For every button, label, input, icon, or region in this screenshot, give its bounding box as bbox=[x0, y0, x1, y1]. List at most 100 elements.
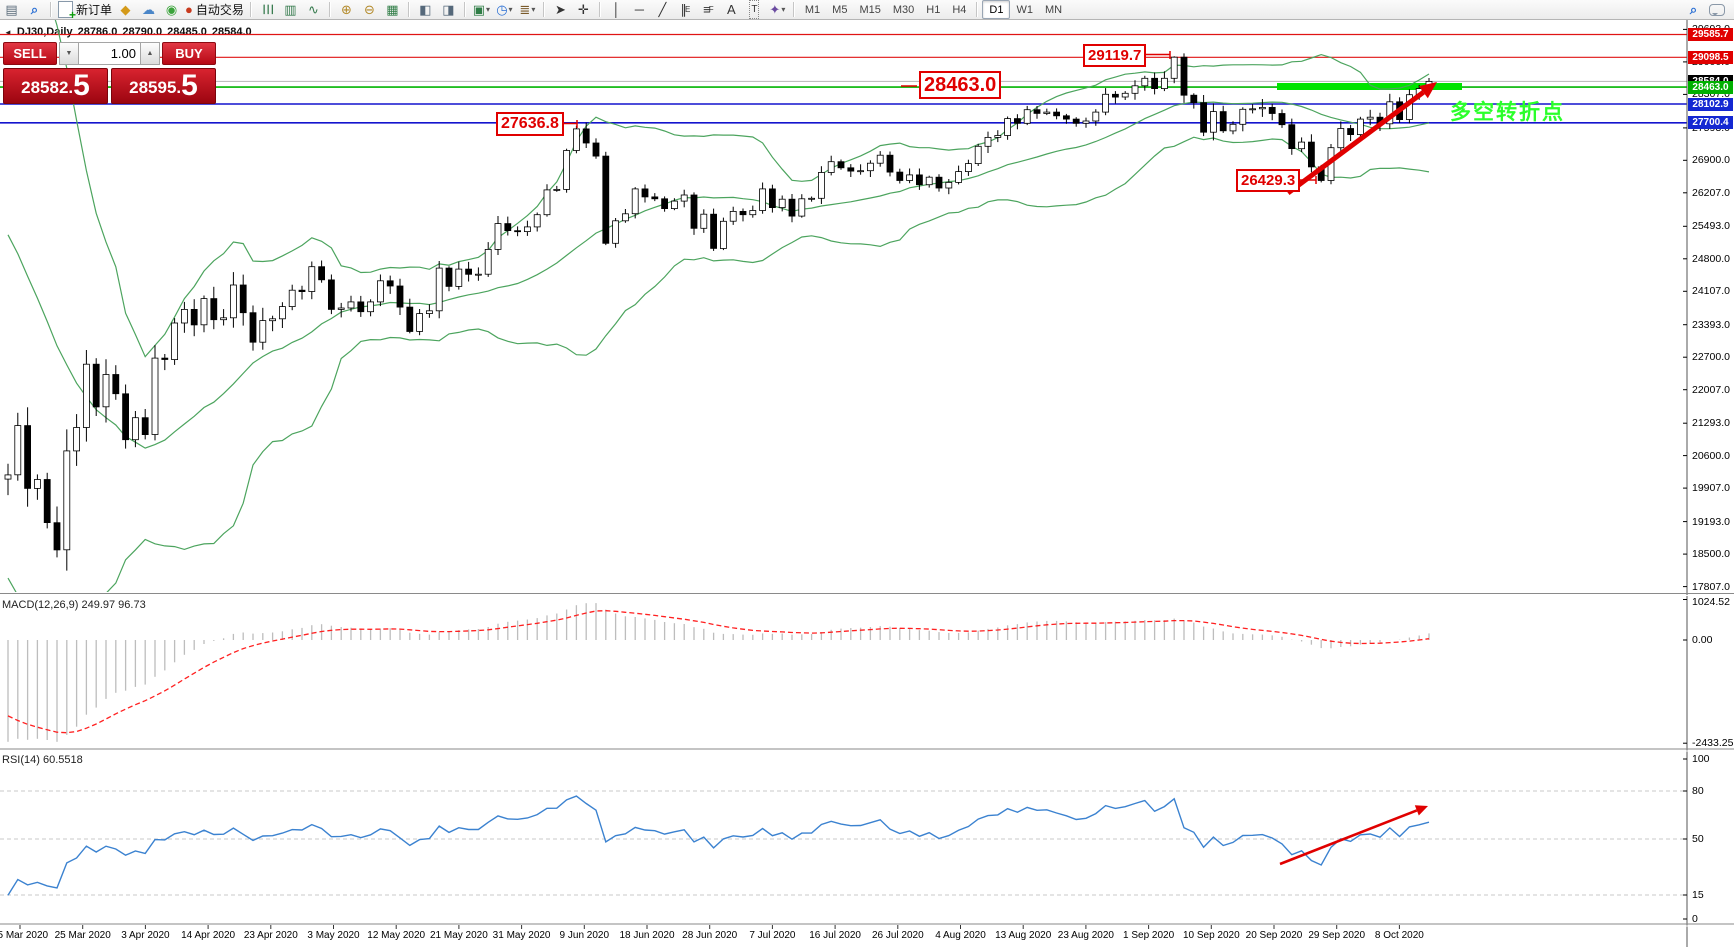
text-label-tool[interactable]: T bbox=[743, 0, 766, 19]
chevron-down-icon: ▾ bbox=[781, 5, 786, 14]
time-axis-label: 14 Apr 2020 bbox=[181, 930, 236, 941]
sell-price-display[interactable]: 28582. 5 bbox=[3, 68, 108, 104]
price-annotation-label[interactable]: 26429.3 bbox=[1236, 169, 1301, 192]
toolbar-separator bbox=[50, 2, 52, 17]
volume-decrease-button[interactable]: ▼ bbox=[59, 42, 79, 65]
toolbar-separator bbox=[407, 2, 410, 17]
sell-button[interactable]: SELL bbox=[3, 42, 57, 65]
timeframe-m15[interactable]: M15 bbox=[859, 3, 881, 16]
line-chart-icon[interactable]: ∿ bbox=[307, 2, 319, 17]
channel-tool[interactable]: ∥ E bbox=[680, 2, 691, 17]
collapse-marker-icon: ◄ bbox=[4, 27, 12, 37]
candlesticks bbox=[4, 53, 1433, 571]
price-annotation-label[interactable]: 28463.0 bbox=[919, 71, 1002, 99]
virtual-hosting-icon[interactable]: ☁ bbox=[142, 2, 156, 17]
buy-price-display[interactable]: 28595. 5 bbox=[111, 68, 216, 104]
candlestick-chart-icon[interactable]: ▥ bbox=[284, 2, 297, 17]
volume-increase-button[interactable]: ▲ bbox=[140, 42, 160, 65]
timeframe-mn[interactable]: MN bbox=[1044, 3, 1063, 16]
timeframe-m30[interactable]: M30 bbox=[892, 3, 915, 16]
time-axis-label: 31 May 2020 bbox=[492, 930, 551, 941]
macd-axis-tick-label: 1024.52 bbox=[1692, 596, 1730, 608]
metaeditor-icon[interactable]: ◆ bbox=[120, 2, 131, 17]
horizontal-line-tool[interactable]: ─ bbox=[634, 2, 644, 17]
profiles-button[interactable]: ◷ ▾ bbox=[496, 2, 513, 17]
time-axis-label: 4 Aug 2020 bbox=[935, 930, 986, 941]
toolbar-separator bbox=[976, 2, 979, 17]
time-axis-label: 23 Apr 2020 bbox=[243, 930, 298, 941]
time-axis-label: 7 Jul 2020 bbox=[749, 930, 796, 941]
time-axis-label: 13 Aug 2020 bbox=[995, 930, 1052, 941]
time-axis-label: 15 Mar 2020 bbox=[0, 930, 49, 941]
timeframe-d1[interactable]: D1 bbox=[982, 0, 1011, 19]
turning-point-annotation[interactable]: 多空转折点 bbox=[1450, 101, 1565, 124]
bollinger-bands bbox=[7, 20, 1430, 592]
time-axis-label: 9 Jun 2020 bbox=[559, 930, 610, 941]
price-axis-badge: 29098.5 bbox=[1688, 50, 1733, 64]
new-order-button[interactable]: 新订单 bbox=[56, 1, 114, 22]
horizontal-level-lines bbox=[0, 33, 1687, 124]
toolbar-separator bbox=[463, 2, 466, 17]
buy-button[interactable]: BUY bbox=[162, 42, 216, 65]
cursor-tool[interactable]: ➤ bbox=[554, 2, 566, 17]
zoom-in-icon[interactable]: ⊕ bbox=[340, 2, 352, 17]
new-chart-button[interactable]: ▣ ▾ bbox=[472, 2, 491, 17]
timeframe-h4[interactable]: H4 bbox=[952, 3, 967, 16]
volume-stepper: ▼ 1.00 ▲ bbox=[59, 42, 160, 65]
price-axis-tick-label: 24107.0 bbox=[1692, 285, 1730, 298]
charts-list-icon[interactable]: ▤ bbox=[5, 2, 18, 17]
price-axis-tick-label: 23393.0 bbox=[1692, 318, 1730, 331]
community-chat-icon[interactable] bbox=[1705, 1, 1728, 18]
text-tool[interactable]: A bbox=[727, 2, 736, 17]
price-annotation-label[interactable]: 27636.8 bbox=[496, 112, 564, 136]
macd-axis-tick-label: -2433.25 bbox=[1692, 737, 1734, 750]
time-axis-label: 10 Sep 2020 bbox=[1182, 930, 1240, 941]
autotrading-button[interactable]: ● 自动交易 bbox=[183, 1, 246, 18]
toolbar-separator bbox=[542, 2, 545, 17]
tile-windows-icon[interactable]: ▦ bbox=[386, 2, 399, 17]
one-click-trading-panel: SELL ▼ 1.00 ▲ BUY 28582. 5 28595. 5 bbox=[3, 42, 216, 104]
market-watch-icon[interactable]: ⌕ bbox=[30, 2, 39, 17]
rsi-level-lines bbox=[0, 790, 1687, 896]
macd-label: MACD(12,26,9) 249.97 96.73 bbox=[2, 599, 146, 611]
timeframe-group: M1 M5 M15 M30 H1 H4 D1 W1 MN bbox=[799, 0, 1068, 19]
toolbar-separator bbox=[792, 2, 795, 17]
time-axis-label: 3 May 2020 bbox=[307, 930, 360, 941]
crosshair-tool[interactable]: ✛ bbox=[577, 2, 589, 17]
timeframe-h1[interactable]: H1 bbox=[926, 3, 941, 16]
toolbar-separator bbox=[598, 2, 601, 17]
timeframe-m1[interactable]: M1 bbox=[804, 3, 821, 16]
arrows-tool[interactable]: ✦ ▾ bbox=[769, 2, 786, 17]
chevron-down-icon: ▾ bbox=[508, 5, 513, 14]
chevron-down-icon: ▾ bbox=[486, 5, 491, 14]
rsi-axis-tick-label: 0 bbox=[1692, 913, 1698, 925]
green-zone-bar bbox=[1277, 83, 1462, 90]
fibonacci-tool[interactable]: ≡ F bbox=[703, 2, 714, 17]
price-axis-tick-label: 26207.0 bbox=[1692, 186, 1730, 199]
autotrading-label: 自动交易 bbox=[195, 3, 244, 17]
indicators-button[interactable]: ≣ ▾ bbox=[519, 2, 536, 17]
price-annotation-label[interactable]: 29119.7 bbox=[1083, 44, 1147, 67]
signals-icon[interactable]: ◉ bbox=[165, 2, 178, 17]
cascade-windows-icon[interactable]: ◨ bbox=[442, 2, 455, 17]
price-axis-tick-label: 22700.0 bbox=[1692, 351, 1730, 364]
trendline-tool[interactable]: ╱ bbox=[658, 2, 667, 17]
volume-input[interactable]: 1.00 bbox=[79, 42, 140, 65]
rsi-trend-arrow bbox=[1279, 805, 1428, 866]
price-axis-tick-label: 18500.0 bbox=[1692, 548, 1730, 561]
time-axis-label: 28 Jun 2020 bbox=[682, 930, 738, 941]
auto-arrange-icon[interactable]: ◧ bbox=[419, 2, 432, 17]
rsi-axis-tick-label: 15 bbox=[1692, 889, 1704, 901]
vertical-line-tool[interactable]: │ bbox=[612, 2, 621, 17]
zoom-out-icon[interactable]: ⊖ bbox=[363, 2, 375, 17]
rsi-axis-tick-label: 80 bbox=[1692, 785, 1704, 797]
timeframe-m5[interactable]: M5 bbox=[832, 3, 848, 16]
price-axis-badge: 29585.7 bbox=[1688, 28, 1733, 41]
search-icon[interactable]: ⌕ bbox=[1689, 2, 1698, 17]
price-axis-badge: 27700.4 bbox=[1688, 116, 1733, 130]
time-axis-label: 1 Sep 2020 bbox=[1123, 930, 1175, 941]
time-axis-label: 16 Jul 2020 bbox=[809, 930, 861, 941]
time-axis-label: 26 Jul 2020 bbox=[871, 930, 924, 941]
timeframe-w1[interactable]: W1 bbox=[1016, 3, 1033, 16]
